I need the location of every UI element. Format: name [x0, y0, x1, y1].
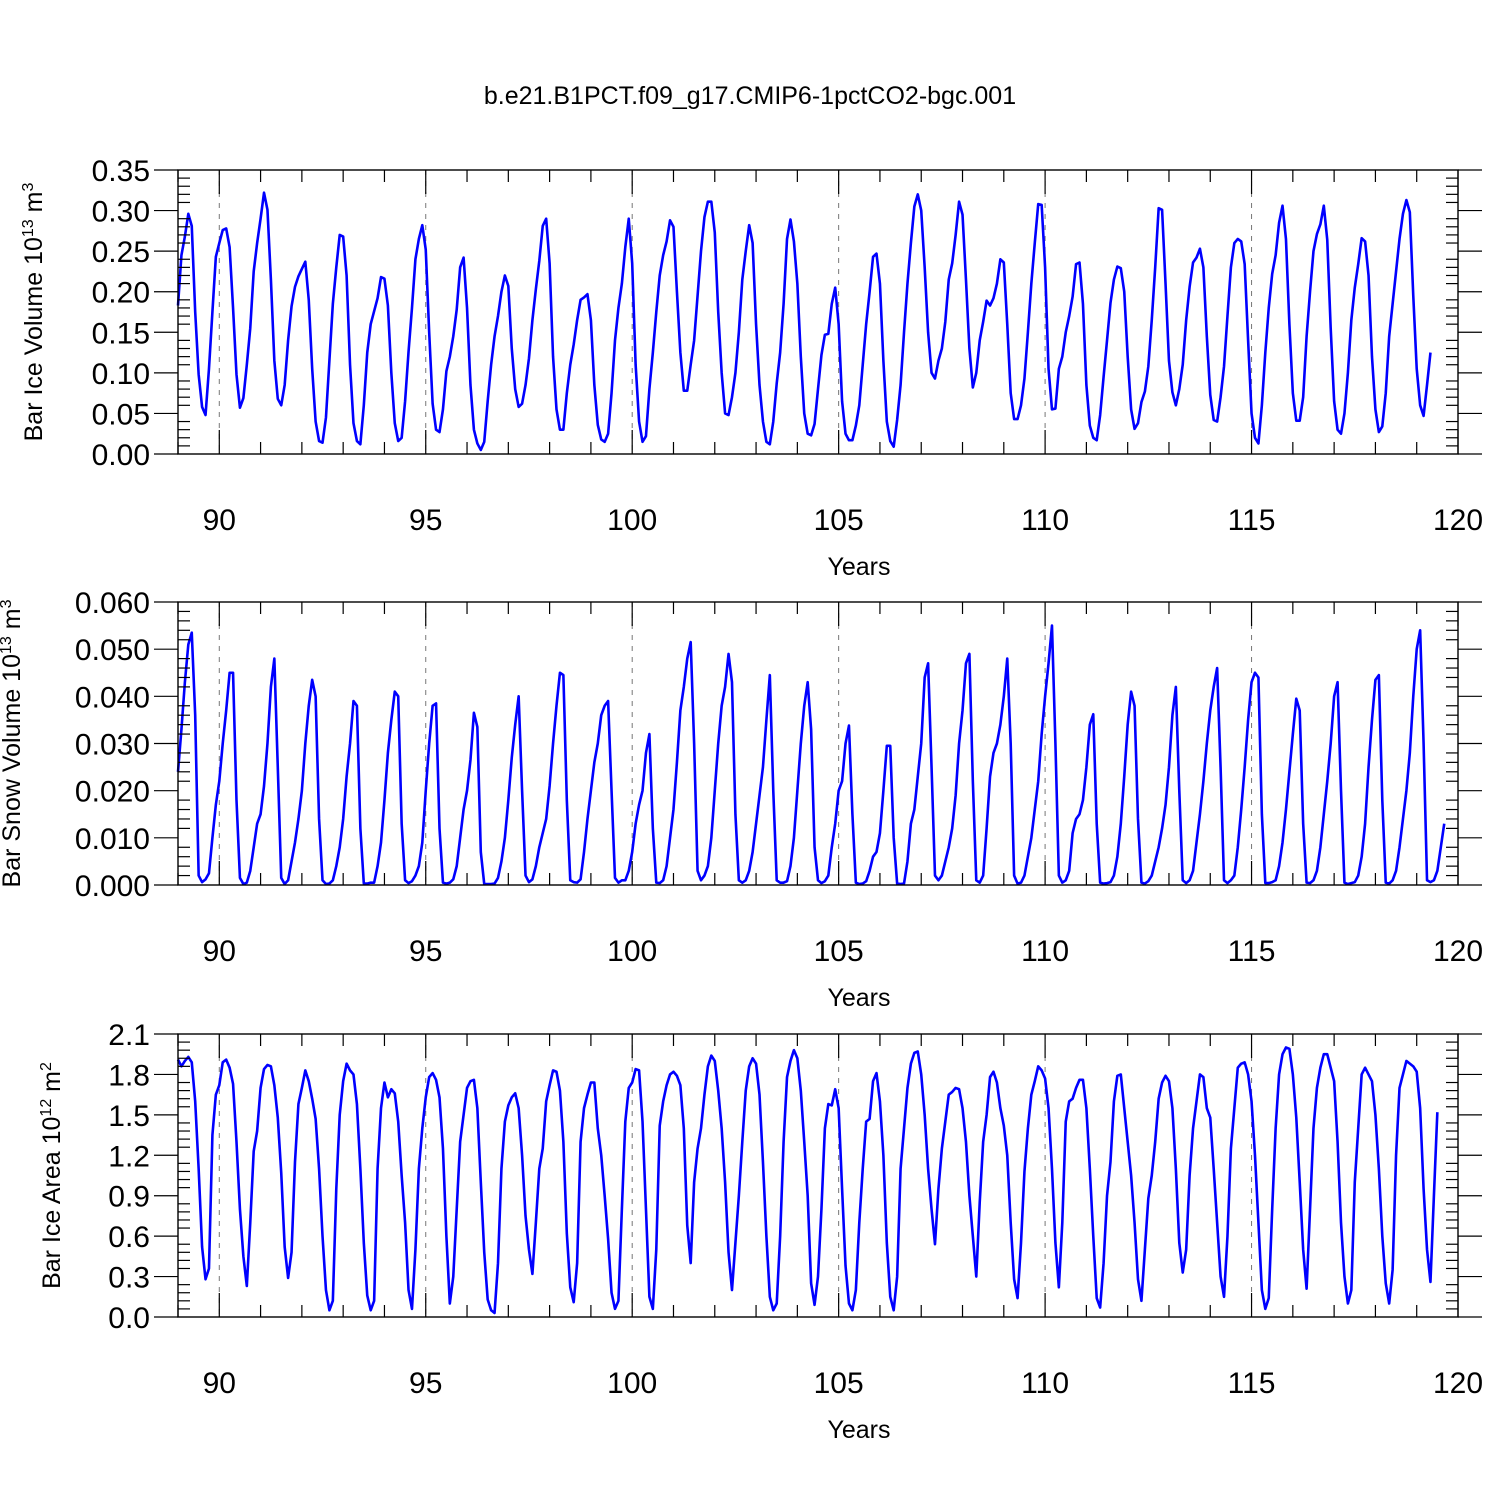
- y-tick-label: 0.060: [75, 587, 150, 620]
- x-tick-label: 120: [1433, 504, 1483, 537]
- y-tick-label: 2.1: [108, 1019, 150, 1052]
- panel-3: 0.0 0.3 0.6 0.9 1.2 1.5 1.8 2.1 90 95 100 105 110 115…: [38, 1019, 1483, 1444]
- y-tick-label: 1.2: [108, 1140, 150, 1173]
- y-tick-label: 0.030: [75, 729, 150, 762]
- panels: 0.00 0.05 0.10 0.15 0.20 0.25 0.30 0.35 90 95 100 1…: [0, 155, 1483, 1444]
- y-tick-label: 0.25: [92, 236, 150, 269]
- x-tick-label: 105: [814, 1367, 864, 1400]
- x-tick-label: 100: [607, 1367, 657, 1400]
- y-tick-label: 0.30: [92, 196, 150, 229]
- x-tick-label: 90: [203, 504, 236, 537]
- y-axis-title-text: m: [38, 1071, 66, 1099]
- y-axis-title-superscript: 13: [0, 636, 15, 654]
- x-tick-label: 110: [1021, 1367, 1069, 1400]
- x-tick-label: 115: [1228, 504, 1276, 537]
- y-tick-label: 0.05: [92, 398, 150, 431]
- x-tick-label: 105: [814, 935, 864, 968]
- y-axis-title-text: Bar Ice Volume 10: [20, 237, 48, 441]
- y-tick-label: 0.3: [108, 1262, 150, 1295]
- panel-1: 0.00 0.05 0.10 0.15 0.20 0.25 0.30 0.35 90 95 100 1…: [20, 155, 1483, 581]
- y-tick-label: 0.050: [75, 634, 150, 667]
- y-tick-label: 0.10: [92, 358, 150, 391]
- y-axis-title-text: Bar Snow Volume 10: [0, 654, 26, 887]
- y-tick-label: 0.00: [92, 439, 150, 472]
- y-axis-title-text: m: [0, 608, 26, 636]
- x-axis-title: Years: [827, 984, 890, 1012]
- y-tick-label: 0.15: [92, 317, 150, 350]
- series-line: [176, 191, 1432, 452]
- x-tick-label: 110: [1021, 504, 1069, 537]
- figure-title: b.e21.B1PCT.f09_g17.CMIP6-1pctCO2-bgc.00…: [484, 82, 1016, 110]
- y-tick-label: 0.040: [75, 681, 150, 714]
- x-tick-label: 110: [1021, 935, 1069, 968]
- x-tick-label: 95: [409, 935, 442, 968]
- x-tick-label: 95: [409, 1367, 442, 1400]
- x-tick-label: 95: [409, 504, 442, 537]
- y-axis-title: Bar Snow Volume 1013 m3: [0, 599, 26, 887]
- y-axis-title-text: Bar Ice Area 10: [38, 1117, 66, 1289]
- y-tick-label: 0.020: [75, 776, 150, 809]
- y-tick-label: 1.8: [108, 1059, 150, 1092]
- y-axis-title-superscript: 12: [38, 1099, 55, 1117]
- y-tick-label: 0.0: [108, 1302, 150, 1335]
- plot-frame: [177, 1033, 1459, 1318]
- x-tick-label: 115: [1228, 1367, 1276, 1400]
- y-tick-label: 0.9: [108, 1181, 150, 1214]
- x-axis-title: Years: [827, 1416, 890, 1444]
- y-axis-title-text: m: [20, 192, 48, 220]
- x-tick-label: 120: [1433, 1367, 1483, 1400]
- y-axis-title: Bar Ice Area 1012 m2: [38, 1062, 66, 1289]
- panel-2: 0.000 0.010 0.020 0.030 0.040 0.050 0.060 90 95 1…: [0, 587, 1483, 1012]
- y-tick-label: 0.000: [75, 870, 150, 903]
- x-axis-title: Years: [827, 553, 890, 581]
- x-tick-label: 115: [1228, 935, 1276, 968]
- y-axis-title-superscript: 2: [38, 1062, 55, 1071]
- y-axis-title-superscript: 3: [20, 183, 37, 192]
- x-tick-label: 105: [814, 504, 864, 537]
- y-tick-label: 0.35: [92, 155, 150, 188]
- y-tick-label: 0.6: [108, 1221, 150, 1254]
- x-tick-label: 100: [607, 504, 657, 537]
- x-tick-label: 90: [203, 1367, 236, 1400]
- y-axis-title-superscript: 13: [20, 219, 37, 237]
- x-tick-label: 100: [607, 935, 657, 968]
- y-tick-label: 1.5: [108, 1100, 150, 1133]
- x-tick-label: 120: [1433, 935, 1483, 968]
- y-axis-title-superscript: 3: [0, 599, 15, 608]
- x-tick-label: 90: [203, 935, 236, 968]
- y-tick-label: 0.20: [92, 277, 150, 310]
- y-tick-label: 0.010: [75, 823, 150, 856]
- series-line: [176, 624, 1446, 886]
- plot-frame: [177, 169, 1459, 455]
- y-axis-title: Bar Ice Volume 1013 m3: [20, 183, 48, 442]
- series-line: [176, 1046, 1439, 1315]
